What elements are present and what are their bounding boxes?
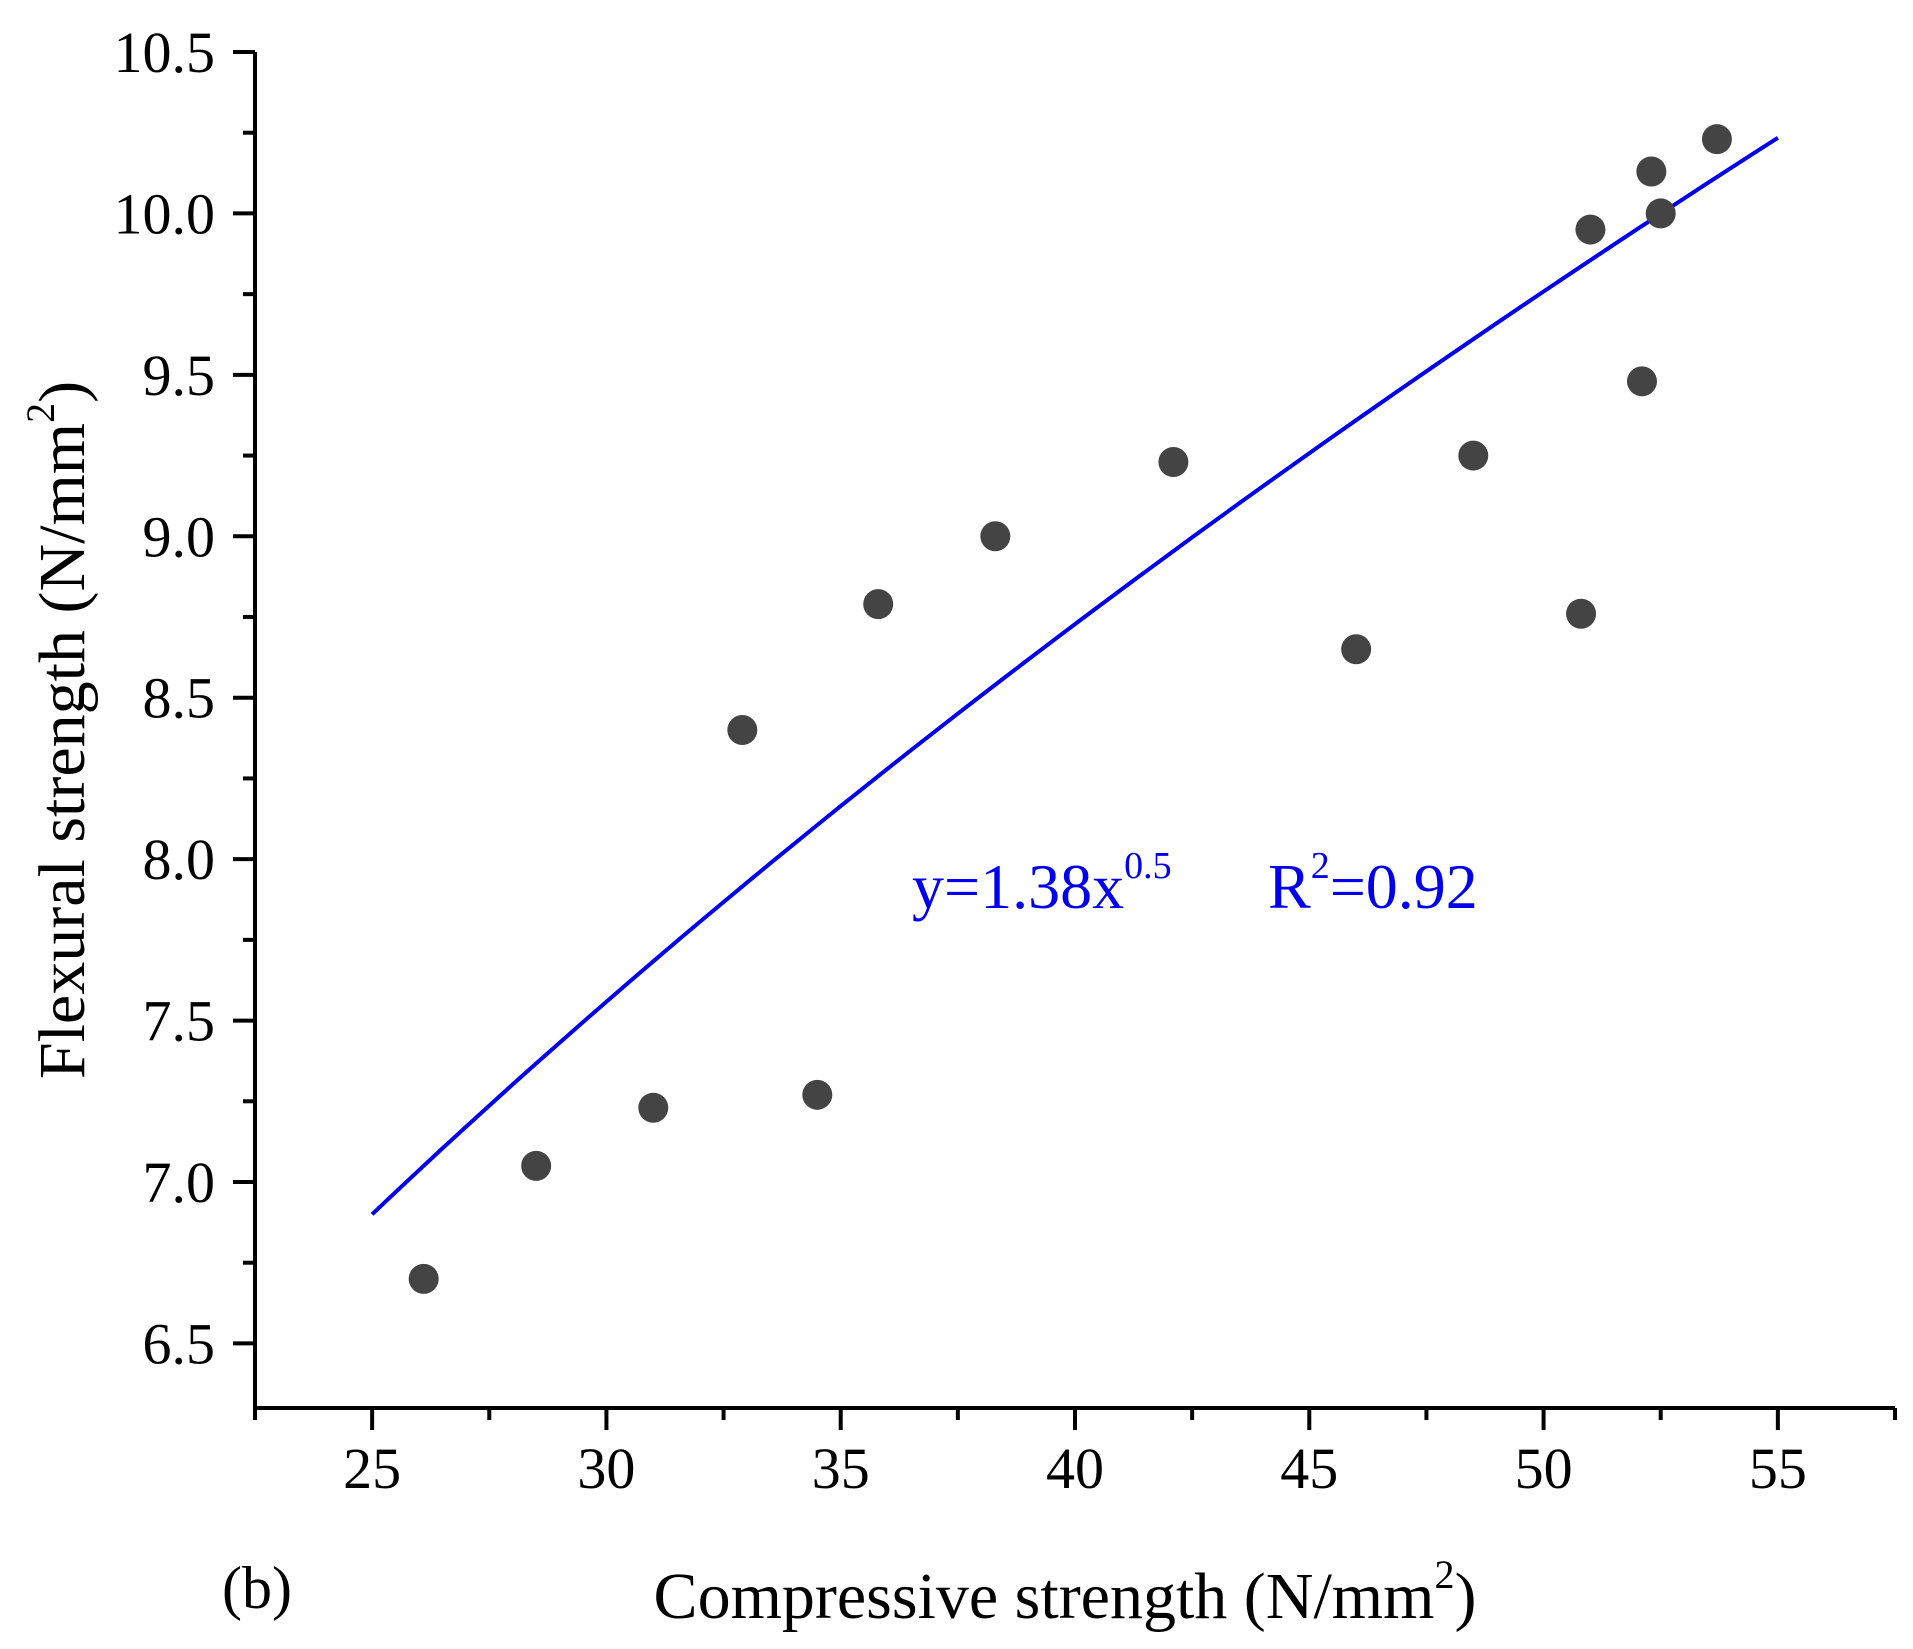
scatter-point <box>638 1092 669 1123</box>
x-axis-title-superscript: 2 <box>1434 1552 1454 1597</box>
y-axis-title: Flexural strength (N/mm2) <box>18 381 99 1079</box>
y-tick-label: 7.0 <box>143 1150 216 1215</box>
equation-exponent: 0.5 <box>1124 845 1172 887</box>
panel-label: (b) <box>222 1555 292 1621</box>
x-axis-title-end: ) <box>1454 1560 1476 1633</box>
axes <box>253 52 1895 1410</box>
y-tick-label: 8.0 <box>143 827 216 892</box>
tick-marks <box>233 50 1897 1430</box>
scatter-point <box>521 1150 552 1181</box>
x-tick-label: 25 <box>343 1436 401 1501</box>
equation-annotation: y=1.38x0.5 <box>912 845 1172 922</box>
scatter-point <box>1636 156 1667 187</box>
fit-curve-group <box>370 136 1779 1216</box>
y-tick-label: 8.5 <box>143 666 216 731</box>
x-tick-label: 40 <box>1046 1436 1104 1501</box>
scatter-point <box>1566 598 1597 629</box>
y-axis-title-superscript: 2 <box>18 403 63 423</box>
x-tick-label: 45 <box>1280 1436 1338 1501</box>
r2-superscript: 2 <box>1311 845 1330 887</box>
scatter-point <box>408 1263 439 1294</box>
y-tick-label: 9.5 <box>143 343 216 408</box>
scatter-point <box>802 1079 833 1110</box>
x-tick-label: 35 <box>812 1436 870 1501</box>
data-points <box>408 124 1732 1294</box>
scatter-point <box>1701 124 1732 155</box>
x-axis-title: Compressive strength (N/mm2) <box>654 1552 1477 1633</box>
y-tick-label: 6.5 <box>143 1311 216 1376</box>
scatter-point <box>980 521 1011 552</box>
scatter-point <box>1645 198 1676 229</box>
x-axis-title-text: Compressive strength (N/mm <box>654 1560 1435 1633</box>
scatter-point <box>727 715 758 745</box>
scatter-point <box>1575 214 1606 245</box>
scatter-point <box>863 589 894 620</box>
tick-labels: 25 30 35 40 45 50 55 6.5 7.0 7.5 8.0 8.5 9.0 9.5 10.0 1… <box>114 20 1807 1501</box>
fit-curve-line <box>370 136 1779 1216</box>
equation-main: y=1.38x <box>912 851 1124 922</box>
scatter-point <box>1158 447 1189 478</box>
r2-main: R <box>1268 851 1311 922</box>
y-tick-label: 10.5 <box>114 20 216 85</box>
r2-value: =0.92 <box>1330 851 1478 922</box>
r-squared-annotation: R2=0.92 <box>1268 845 1478 922</box>
y-axis-title-end: ) <box>26 381 99 403</box>
scatter-point <box>1626 366 1657 397</box>
scatter-point <box>1341 634 1372 665</box>
y-tick-label: 10.0 <box>114 181 216 246</box>
x-tick-label: 55 <box>1749 1436 1807 1501</box>
scatter-point <box>1458 440 1489 471</box>
x-tick-label: 50 <box>1515 1436 1573 1501</box>
y-axis-title-text: Flexural strength (N/mm <box>26 423 99 1079</box>
x-tick-label: 30 <box>577 1436 635 1501</box>
y-tick-label: 7.5 <box>143 989 216 1054</box>
y-tick-label: 9.0 <box>143 504 216 569</box>
